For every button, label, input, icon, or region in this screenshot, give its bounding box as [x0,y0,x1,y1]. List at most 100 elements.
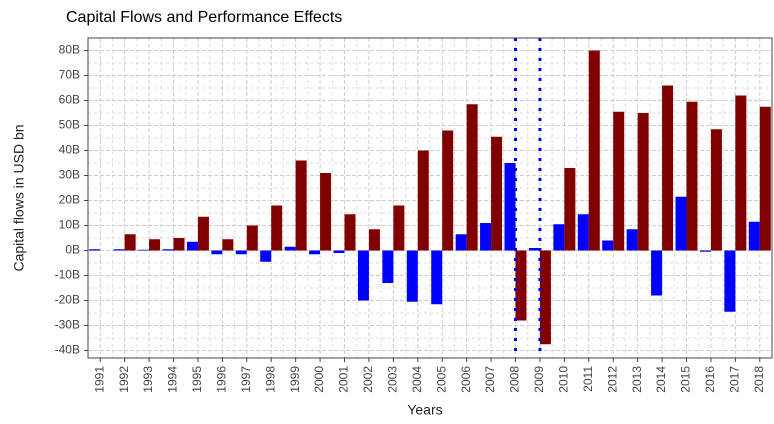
x-tick-label: 2013 [630,366,644,393]
bar [368,229,380,251]
bar [651,250,663,296]
bar [675,196,687,251]
bar [124,234,136,251]
x-tick-label: 1995 [190,366,204,393]
bar [528,248,540,251]
bar [162,249,174,251]
x-tick-label: 1993 [141,366,155,393]
y-tick-label: 0B [65,243,80,257]
bar [442,130,454,251]
x-tick-label: 1991 [92,366,106,393]
plot-border [87,37,773,359]
bar [637,113,649,251]
bar [138,249,150,251]
y-tick-label: 20B [59,193,80,207]
bar [235,250,247,255]
bar [284,246,296,251]
bar [626,229,638,251]
bar [613,111,625,251]
x-tick-label: 2009 [532,366,546,393]
x-tick-label: 2016 [703,366,717,393]
bar [480,223,492,251]
bar [466,104,478,251]
x-axis-title: Years [407,402,442,418]
x-tick-label: 2017 [728,366,742,393]
x-tick-label: 2015 [679,366,693,393]
bar [431,250,443,305]
bar [564,168,576,251]
x-tick-label: 2000 [312,366,326,393]
x-tick-label: 1996 [215,366,229,393]
bar [333,250,345,253]
y-tick-label: 60B [59,93,80,107]
bar [357,250,369,301]
x-tick-label: 2006 [459,366,473,393]
bar [455,234,467,251]
bar [320,173,332,251]
bar [417,150,429,251]
bar [515,250,527,321]
x-tick-label: 2012 [605,366,619,393]
x-tick-label: 2014 [654,366,668,393]
y-tick-label: 10B [59,218,80,232]
bar [699,250,711,252]
bar [686,101,698,251]
bar [197,216,209,251]
chart-title: Capital Flows and Performance Effects [66,9,342,26]
y-tick-label: -10B [55,268,80,282]
bar [271,205,283,251]
x-tick-label: 1998 [263,366,277,393]
y-tick-label: 30B [59,168,80,182]
bar [246,225,258,251]
x-tick-label: 2002 [361,366,375,393]
bar [710,129,722,251]
bar [539,250,551,345]
bar [260,250,272,262]
bar [553,224,565,251]
bar [588,50,600,251]
x-tick-label: 2018 [752,366,766,393]
bar [222,239,234,251]
bar [662,85,674,251]
bar [602,240,614,251]
x-tick-label: 2004 [410,366,424,393]
x-tick-label: 2008 [508,366,522,393]
y-tick-label: 50B [59,118,80,132]
bar [504,163,516,251]
bar [89,249,101,251]
bar [748,221,760,251]
x-tick-label: 2010 [557,366,571,393]
bar [759,106,771,251]
x-tick-label: 2011 [581,366,595,392]
bar [113,249,125,251]
bar [344,214,356,251]
bar [393,205,405,251]
bar [724,250,736,312]
bar [186,241,198,251]
bar [577,214,589,251]
x-tick-label: 1992 [117,366,131,393]
bar [149,239,161,251]
bar [295,160,307,251]
y-tick-label: -40B [55,343,80,357]
bar [406,250,418,302]
x-tick-label: 1997 [239,366,253,393]
x-tick-label: 2001 [337,366,351,393]
bar [309,250,321,255]
bar [735,95,747,251]
x-tick-label: 2003 [386,366,400,393]
y-tick-label: 70B [59,68,80,82]
x-tick-label: 2005 [434,366,448,393]
y-tick-label: -30B [55,318,80,332]
x-tick-label: 1999 [288,366,302,393]
y-axis-title: Capital flows in USD bn [11,124,27,271]
x-tick-label: 1994 [166,366,180,393]
y-tick-label: -20B [55,293,80,307]
bar [491,136,503,251]
x-tick-label: 2007 [483,366,497,393]
y-tick-label: 40B [59,143,80,157]
y-tick-label: 80B [59,43,80,57]
bar [211,250,223,255]
bar [173,238,185,251]
